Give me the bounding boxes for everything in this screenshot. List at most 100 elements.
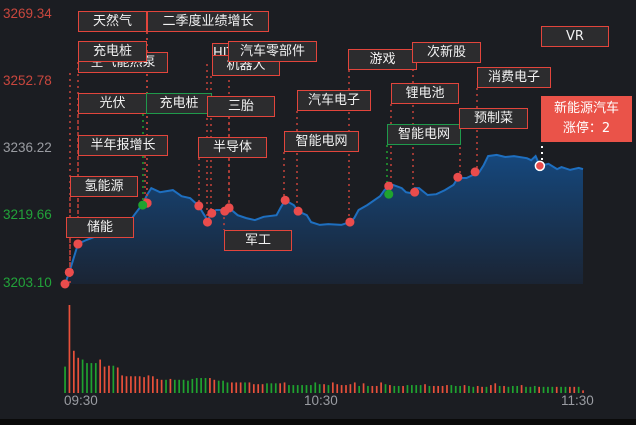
volume-bar bbox=[450, 385, 453, 393]
volume-bar bbox=[384, 384, 387, 393]
event-tag[interactable]: 汽车零部件 bbox=[228, 41, 317, 62]
volume-bar bbox=[156, 378, 159, 393]
event-tag[interactable]: 半年报增长 bbox=[78, 135, 168, 156]
event-tag[interactable]: 新能源汽车涨停：2 bbox=[541, 96, 632, 142]
y-tick-label: 3252.78 bbox=[3, 73, 52, 88]
event-dot bbox=[345, 217, 355, 227]
event-dot bbox=[293, 206, 303, 216]
volume-bar bbox=[64, 366, 66, 393]
volume-bar bbox=[305, 385, 308, 393]
volume-bar bbox=[209, 378, 211, 393]
event-dot bbox=[410, 187, 420, 197]
volume-bar bbox=[125, 376, 128, 393]
volume-bar bbox=[380, 382, 382, 393]
event-tag-label: 半导体 bbox=[212, 140, 252, 155]
volume-bar bbox=[353, 382, 356, 393]
volume-bar bbox=[419, 385, 422, 393]
event-tag[interactable]: VR bbox=[541, 26, 609, 47]
volume-bar bbox=[143, 377, 145, 393]
event-tag-label: 氢能源 bbox=[84, 179, 124, 194]
volume-bar bbox=[520, 385, 523, 393]
volume-bar bbox=[507, 386, 510, 393]
volume-bar bbox=[389, 385, 391, 393]
volume-bar bbox=[296, 385, 299, 393]
event-tag[interactable]: 天然气 bbox=[78, 11, 147, 32]
volume-bar bbox=[257, 384, 260, 393]
event-tag[interactable]: 次新股 bbox=[412, 42, 481, 63]
event-tag[interactable]: 预制菜 bbox=[459, 108, 528, 129]
event-tag[interactable]: 氢能源 bbox=[70, 176, 138, 197]
volume-bar bbox=[173, 379, 176, 393]
volume-bar bbox=[292, 385, 295, 393]
volume-bar bbox=[231, 382, 233, 393]
event-dot bbox=[207, 208, 217, 218]
volume-bar bbox=[331, 382, 334, 393]
volume-bar bbox=[169, 378, 172, 393]
volume-bar bbox=[432, 385, 435, 393]
volume-bar bbox=[459, 385, 461, 393]
event-tag[interactable]: 智能电网 bbox=[284, 131, 359, 152]
volume-bar bbox=[441, 385, 444, 393]
event-tag[interactable]: 充电桩 bbox=[146, 93, 212, 114]
event-tag[interactable]: 汽车电子 bbox=[297, 90, 371, 111]
event-tag-label: 智能电网 bbox=[295, 134, 348, 149]
event-tag-label: 储能 bbox=[86, 220, 113, 235]
volume-bar bbox=[187, 380, 189, 393]
volume-bar bbox=[406, 385, 409, 393]
event-tag[interactable]: 智能电网 bbox=[387, 124, 461, 145]
volume-bar bbox=[261, 384, 264, 393]
volume-bar bbox=[310, 385, 312, 393]
volume-bar bbox=[72, 350, 75, 393]
event-dot bbox=[220, 206, 230, 216]
event-tag[interactable]: 二季度业绩增长 bbox=[147, 11, 269, 32]
volume-bar bbox=[494, 383, 497, 393]
y-tick-label: 3219.66 bbox=[3, 207, 52, 222]
event-tag[interactable]: 锂电池 bbox=[391, 83, 459, 104]
event-tag[interactable]: 消费电子 bbox=[477, 67, 551, 88]
volume-bar bbox=[213, 379, 216, 393]
volume-bar bbox=[130, 376, 132, 393]
volume-bar bbox=[349, 384, 352, 393]
event-tag-label: 智能电网 bbox=[397, 127, 450, 142]
event-tag[interactable]: 游戏 bbox=[348, 49, 417, 70]
event-tag[interactable]: 光伏 bbox=[78, 93, 147, 114]
volume-bar bbox=[569, 386, 571, 393]
volume-bar bbox=[204, 378, 207, 393]
event-tag[interactable]: 充电桩 bbox=[78, 41, 147, 62]
volume-bar bbox=[542, 386, 545, 393]
event-tag[interactable]: 半导体 bbox=[198, 137, 267, 158]
volume-bar bbox=[582, 390, 584, 393]
volume-bar bbox=[538, 386, 541, 393]
volume-bar bbox=[160, 379, 163, 393]
volume-bar bbox=[437, 385, 440, 393]
event-dot bbox=[60, 279, 70, 289]
event-tag-label: 预制菜 bbox=[473, 111, 513, 126]
volume-bar bbox=[182, 379, 185, 393]
volume-bar bbox=[279, 383, 282, 393]
limit-up-count: 涨停：2 bbox=[562, 121, 611, 136]
volume-bar bbox=[195, 378, 198, 393]
event-tag[interactable]: 三胎 bbox=[207, 96, 275, 117]
volume-bar bbox=[226, 382, 229, 393]
volume-bar bbox=[362, 383, 365, 393]
volume-bar bbox=[463, 385, 466, 393]
volume-bar bbox=[485, 386, 488, 393]
volume-bar bbox=[371, 385, 374, 393]
event-tag[interactable]: 军工 bbox=[224, 230, 292, 251]
volume-bar bbox=[217, 380, 220, 393]
volume-bar bbox=[68, 305, 71, 393]
event-dot bbox=[73, 239, 83, 249]
event-tag[interactable]: 储能 bbox=[66, 217, 134, 238]
volume-bar bbox=[323, 384, 325, 393]
event-tag-label: 充电桩 bbox=[92, 44, 132, 59]
event-tag-label: 新能源汽车 bbox=[553, 101, 619, 116]
volume-bar bbox=[116, 367, 119, 393]
event-dot bbox=[138, 200, 148, 210]
volume-bar bbox=[573, 386, 576, 393]
event-dot bbox=[64, 267, 74, 277]
volume-bar bbox=[402, 385, 404, 393]
event-dot bbox=[384, 181, 394, 191]
volume-bar bbox=[454, 385, 457, 393]
